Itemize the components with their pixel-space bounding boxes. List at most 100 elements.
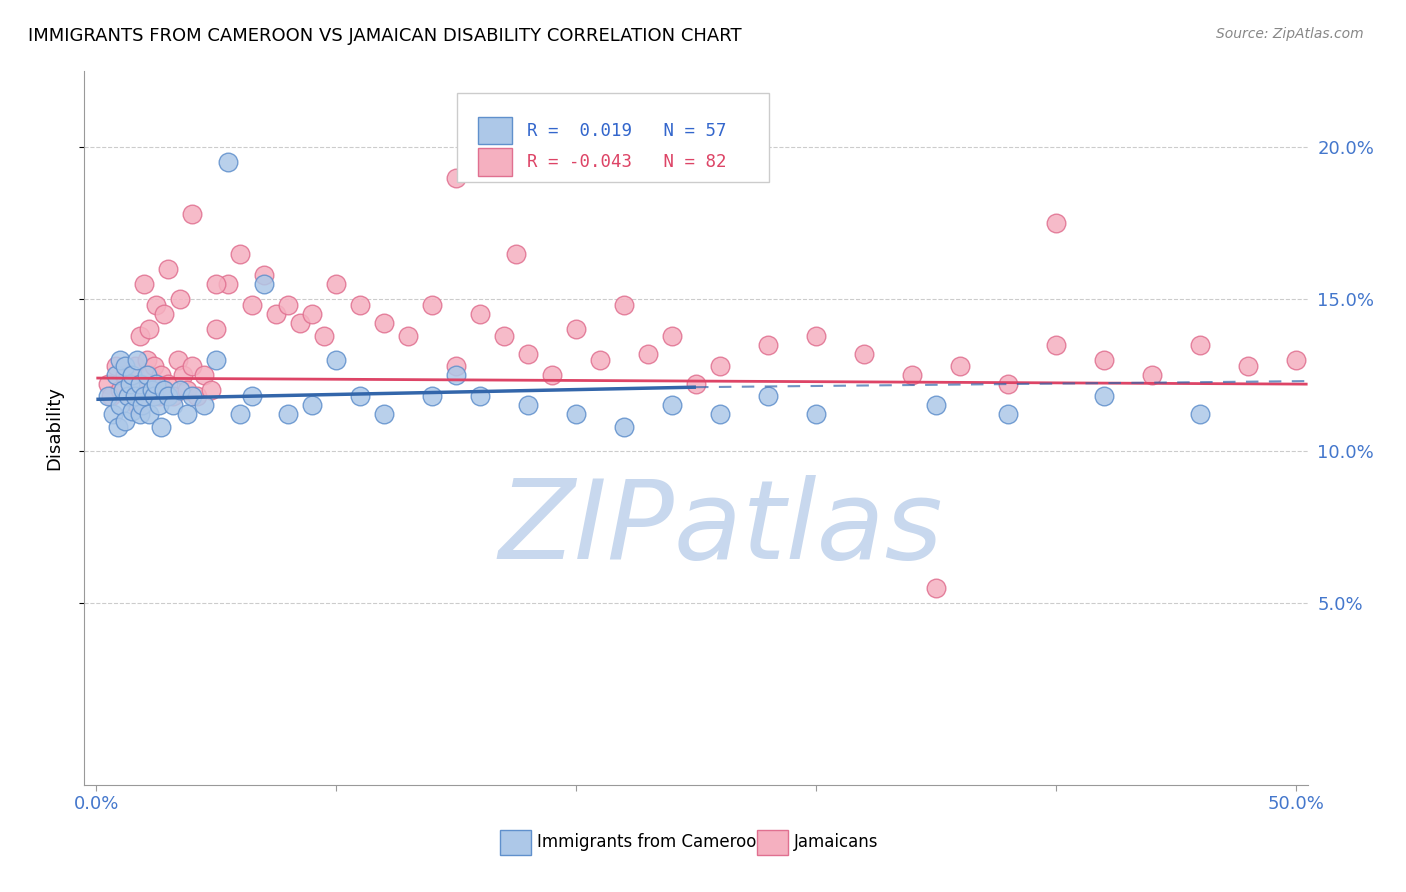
Point	[167, 352, 190, 367]
Point	[128, 377, 150, 392]
Point	[253, 268, 276, 282]
Point	[468, 389, 491, 403]
Point	[100, 389, 122, 403]
Point	[1188, 337, 1211, 351]
Point	[325, 352, 347, 367]
Point	[240, 389, 263, 403]
Point	[134, 277, 156, 291]
Point	[685, 377, 707, 392]
Point	[138, 368, 160, 382]
Point	[162, 389, 184, 403]
Point	[217, 277, 239, 291]
Point	[396, 328, 419, 343]
Point	[135, 368, 157, 382]
Point	[121, 404, 143, 418]
Point	[150, 368, 173, 382]
Point	[494, 328, 516, 343]
Point	[193, 368, 215, 382]
Point	[277, 408, 299, 422]
FancyBboxPatch shape	[758, 830, 787, 855]
Point	[162, 398, 184, 412]
Point	[169, 383, 191, 397]
Point	[118, 377, 141, 392]
Point	[117, 389, 139, 403]
FancyBboxPatch shape	[478, 117, 513, 145]
Point	[925, 581, 948, 595]
Point	[157, 377, 180, 392]
Point	[589, 352, 612, 367]
Point	[349, 389, 371, 403]
Point	[373, 317, 395, 331]
Point	[1045, 216, 1067, 230]
Point	[349, 298, 371, 312]
Point	[420, 389, 443, 403]
Point	[997, 377, 1019, 392]
Point	[145, 377, 167, 392]
Point	[314, 328, 336, 343]
Point	[121, 377, 143, 392]
Point	[157, 261, 180, 276]
Point	[138, 322, 160, 336]
Point	[1140, 368, 1163, 382]
Point	[148, 389, 170, 403]
Point	[176, 408, 198, 422]
Point	[193, 398, 215, 412]
Point	[176, 383, 198, 397]
Point	[468, 307, 491, 321]
Text: R =  0.019   N = 57: R = 0.019 N = 57	[527, 122, 727, 140]
Point	[925, 398, 948, 412]
Point	[169, 292, 191, 306]
Point	[107, 419, 129, 434]
Text: R = -0.043   N = 82: R = -0.043 N = 82	[527, 153, 727, 171]
Point	[240, 298, 263, 312]
Point	[229, 246, 252, 260]
Point	[131, 398, 153, 412]
Point	[127, 398, 149, 412]
Point	[205, 277, 228, 291]
Point	[1284, 352, 1306, 367]
Point	[181, 389, 204, 403]
Point	[613, 110, 636, 124]
Point	[290, 317, 312, 331]
Point	[104, 359, 127, 373]
Point	[637, 347, 659, 361]
Point	[444, 359, 467, 373]
Point	[264, 307, 287, 321]
Point	[541, 368, 564, 382]
Point	[505, 246, 527, 260]
Point	[110, 398, 132, 412]
Point	[134, 389, 156, 403]
Point	[148, 398, 170, 412]
Point	[756, 337, 779, 351]
Point	[135, 352, 157, 367]
Point	[301, 307, 323, 321]
Text: IMMIGRANTS FROM CAMEROON VS JAMAICAN DISABILITY CORRELATION CHART: IMMIGRANTS FROM CAMEROON VS JAMAICAN DIS…	[28, 27, 742, 45]
Point	[152, 307, 174, 321]
Point	[141, 383, 163, 397]
Point	[97, 389, 120, 403]
Point	[110, 352, 132, 367]
Point	[565, 322, 588, 336]
Point	[150, 419, 173, 434]
Point	[997, 408, 1019, 422]
Point	[124, 359, 146, 373]
Point	[1236, 359, 1258, 373]
Point	[804, 408, 827, 422]
Point	[145, 298, 167, 312]
Point	[709, 408, 731, 422]
Point	[205, 352, 228, 367]
Point	[128, 408, 150, 422]
Point	[181, 207, 204, 221]
Point	[114, 359, 136, 373]
Point	[253, 277, 276, 291]
Point	[373, 408, 395, 422]
Point	[565, 408, 588, 422]
Point	[325, 277, 347, 291]
Point	[217, 155, 239, 169]
Point	[104, 368, 127, 382]
Point	[200, 383, 222, 397]
Point	[613, 419, 636, 434]
Point	[157, 389, 180, 403]
Point	[152, 383, 174, 397]
Point	[1045, 337, 1067, 351]
